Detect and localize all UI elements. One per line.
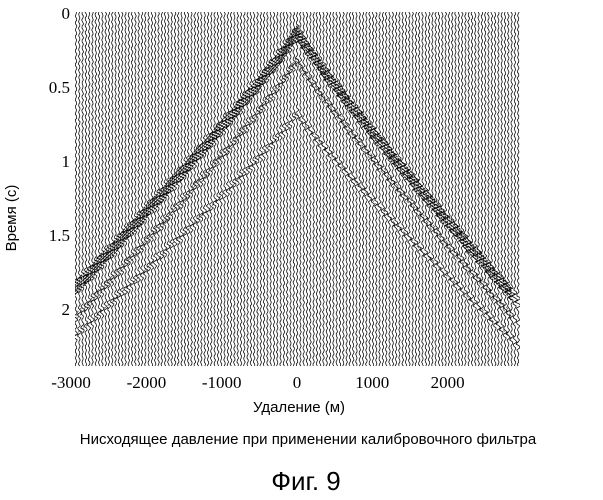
x-tick-label: -3000 <box>51 373 91 392</box>
y-tick-label: 2 <box>62 300 71 319</box>
x-tick-label: -2000 <box>127 373 167 392</box>
x-tick-label: 1000 <box>355 373 389 392</box>
y-tick-label: 0 <box>62 4 71 23</box>
y-tick-label: 1.5 <box>49 226 70 245</box>
y-tick-label: 1 <box>62 152 71 171</box>
x-tick-label: -1000 <box>202 373 242 392</box>
x-axis-ticks: -3000 -2000 -1000 0 1000 2000 <box>51 373 464 392</box>
y-axis-ticks: 0 0.5 1 1.5 2 <box>49 4 70 319</box>
y-tick-label: 0.5 <box>49 78 70 97</box>
x-tick-label: 2000 <box>431 373 465 392</box>
figure-number: Фиг. 9 <box>271 466 341 496</box>
plot-area <box>56 12 521 367</box>
x-tick-label: 0 <box>293 373 302 392</box>
x-axis-label: Удаление (м) <box>253 399 345 416</box>
figure-caption: Нисходящее давление при применении калиб… <box>80 431 537 448</box>
y-axis-label: Время (с) <box>3 185 20 252</box>
